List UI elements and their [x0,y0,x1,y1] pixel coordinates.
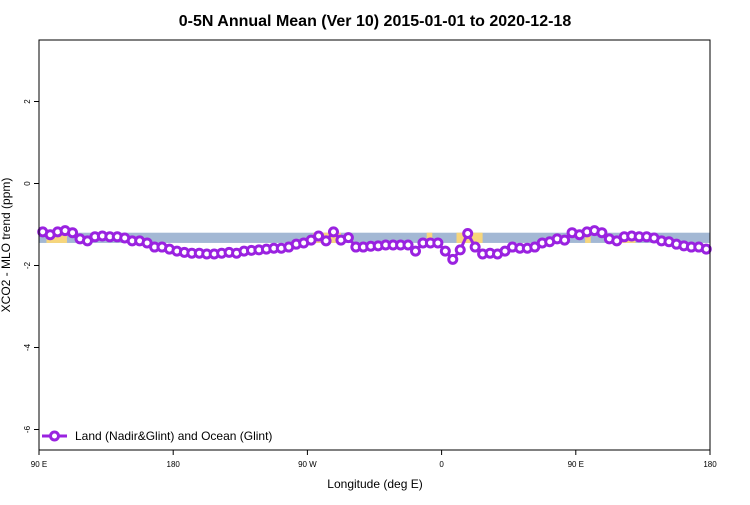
legend-marker [49,430,60,442]
x-tick-label: 180 [703,460,717,469]
legend-entry: Land (Nadir&Glint) and Ocean (Glint) [75,429,272,443]
y-tick-label: -2 [23,261,32,269]
uncertainty-band [39,232,710,243]
chart-title: 0-5N Annual Mean (Ver 10) 2015-01-01 to … [179,13,572,30]
data-point [402,239,414,251]
series-layer [37,225,712,265]
x-axis: 90 E 180 90 W 0 90 E 180 [31,450,717,469]
x-axis-label: Longitude (deg E) [327,477,422,491]
data-point [439,245,451,257]
data-point [327,226,339,238]
data-point [700,243,712,255]
data-point [342,232,354,244]
plot-frame [38,39,711,451]
y-axis: 2 0 -2 -4 -6 [23,99,39,433]
y-tick-label: -6 [23,425,32,433]
y-tick-label: 0 [23,181,32,186]
data-point [410,245,422,257]
data-point [67,227,79,239]
x-tick-label: 180 [167,460,181,469]
land-band-segment [46,232,67,243]
data-point [469,241,481,253]
x-tick-label: 90 W [298,460,317,469]
legend: Land (Nadir&Glint) and Ocean (Glint) [42,429,272,443]
y-tick-label: 2 [23,99,32,104]
x-tick-label: 0 [439,460,444,469]
x-tick-label: 90 E [568,460,584,469]
data-point [559,234,571,246]
data-point [320,235,332,247]
x-tick-label: 90 E [31,460,47,469]
data-point [447,253,459,265]
data-point [454,244,466,256]
data-point [313,230,325,242]
land-band-segment [585,232,591,243]
data-point [432,237,444,249]
data-point [596,227,608,239]
y-tick-label: -4 [23,343,32,351]
y-axis-label: XCO2 - MLO trend (ppm) [0,178,13,313]
data-point [462,228,474,240]
